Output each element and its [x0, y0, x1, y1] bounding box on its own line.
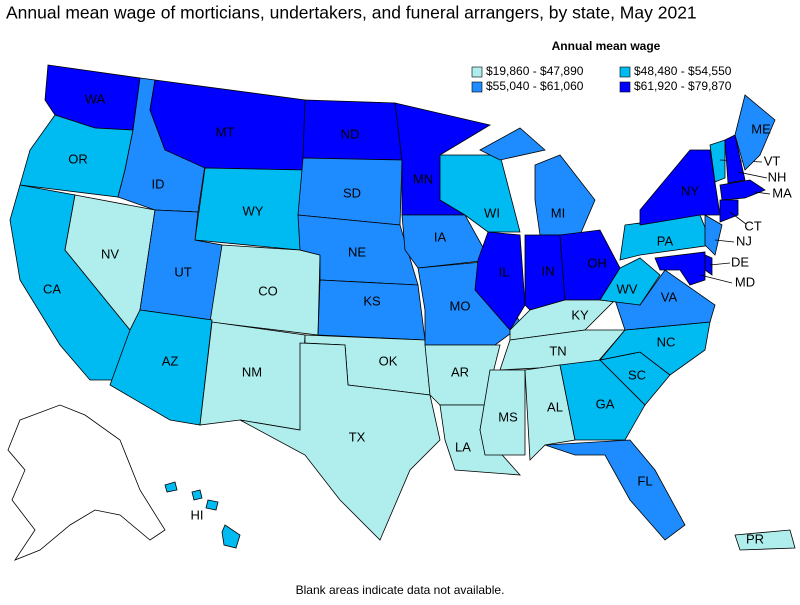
legend-swatch: [471, 81, 483, 93]
legend-label: $61,920 - $79,870: [634, 79, 732, 93]
leader-line: [714, 239, 735, 243]
state-label: FL: [637, 473, 652, 488]
state-shape: [191, 489, 203, 501]
footnote: Blank areas indicate data not available.: [296, 583, 505, 597]
state-label: MS: [498, 409, 518, 424]
state-label: MO: [450, 298, 471, 313]
state-label: PA: [657, 233, 674, 248]
state-shape: [221, 524, 241, 549]
state-label: CA: [43, 281, 61, 296]
legend-title: Annual mean wage: [552, 39, 661, 53]
legend-swatch: [619, 66, 631, 78]
state-shape: [479, 127, 546, 161]
state-label: MI: [551, 205, 565, 220]
state-shape: [524, 364, 576, 461]
state-shape: [704, 214, 723, 256]
state-label: MT: [216, 124, 235, 139]
state-label: HI: [191, 507, 204, 522]
state-shape: [239, 342, 441, 541]
state-label: ME: [751, 121, 771, 136]
state-shape: [479, 369, 526, 456]
state-label: MN: [413, 171, 433, 186]
state-label: PR: [746, 531, 764, 546]
legend-swatch: [619, 81, 631, 93]
state-label: NJ: [736, 233, 752, 248]
state-label: WY: [243, 203, 264, 218]
state-label: WV: [617, 281, 638, 296]
state-label: CT: [744, 218, 761, 233]
state-shape: [164, 481, 178, 493]
state-label: KY: [571, 307, 589, 322]
leader-line: [729, 211, 747, 225]
state-label: ID: [152, 176, 165, 191]
state-label: MD: [735, 274, 755, 289]
legend-swatch: [471, 66, 483, 78]
state-label: VT: [764, 153, 781, 168]
state-shape: [724, 134, 746, 184]
state-shape: [654, 251, 706, 286]
state-shape: [109, 309, 213, 426]
state-label: OH: [587, 255, 607, 270]
legend-label: $55,040 - $61,060: [486, 79, 584, 93]
state-label: LA: [455, 439, 471, 454]
state-label: AZ: [162, 353, 179, 368]
state-label: NE: [348, 244, 366, 259]
state-label: IL: [499, 264, 510, 279]
state-shape: [734, 529, 796, 551]
legend-label: $19,860 - $47,890: [486, 64, 584, 78]
state-label: WA: [85, 91, 106, 106]
state-label: NH: [768, 169, 787, 184]
state-label: IN: [542, 263, 555, 278]
state-label: SD: [343, 185, 361, 200]
state-label: MA: [772, 185, 792, 200]
state-label: OR: [68, 151, 88, 166]
state-label: IA: [434, 229, 447, 244]
map-title: Annual mean wage of morticians, undertak…: [6, 3, 697, 23]
leader-line: [709, 262, 731, 266]
state-label: OK: [379, 353, 398, 368]
state-label: SC: [628, 367, 646, 382]
state-shape: [534, 154, 596, 236]
state-label: TX: [349, 429, 366, 444]
state-shape: [317, 279, 426, 341]
leader-line: [754, 191, 771, 195]
state-shape: [719, 179, 766, 201]
state-label: TN: [549, 343, 566, 358]
state-label: ND: [341, 126, 360, 141]
alaska: [7, 404, 166, 561]
state-label: KS: [363, 293, 381, 308]
state-label: UT: [174, 264, 191, 279]
leader-line: [699, 274, 733, 284]
state-label: DE: [731, 254, 749, 269]
state-label: CO: [258, 283, 278, 298]
state-label: AL: [547, 399, 563, 414]
state-shape: [401, 214, 491, 269]
leader-line: [737, 171, 768, 179]
state-label: GA: [596, 396, 615, 411]
state-shape: [559, 359, 646, 441]
state-label: VA: [661, 289, 678, 304]
legend-label: $48,480 - $54,550: [634, 64, 732, 78]
state-shape: [205, 499, 219, 511]
state-label: NV: [101, 246, 119, 261]
state-shape: [709, 139, 726, 183]
state-shape: [599, 257, 661, 306]
state-shape: [734, 94, 776, 171]
state-label: WI: [484, 205, 500, 220]
state-shape: [544, 439, 686, 541]
state-label: NY: [681, 183, 699, 198]
state-label: AR: [451, 364, 469, 379]
state-label: NM: [242, 364, 262, 379]
state-shape: [719, 199, 739, 223]
state-shape: [209, 244, 321, 336]
state-label: NC: [657, 334, 676, 349]
